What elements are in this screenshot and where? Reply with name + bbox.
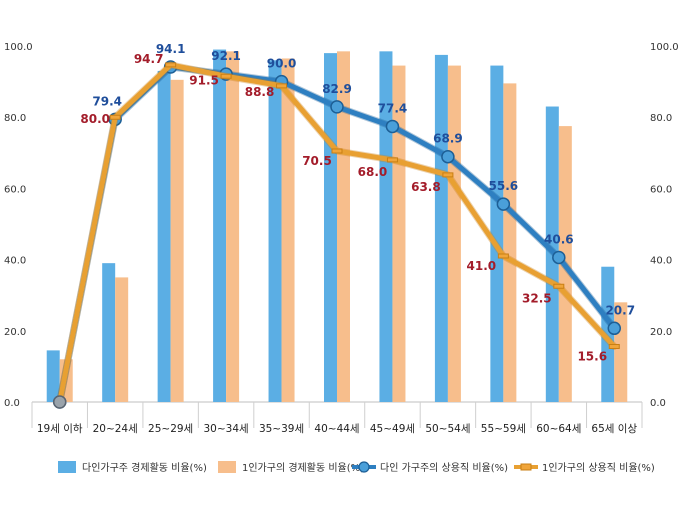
legend-label: 다인가구주 경제활동 비율(%) xyxy=(82,461,207,474)
x-tick-label: 30~34세 xyxy=(203,423,248,435)
marker-dash xyxy=(276,83,288,89)
origin-marker xyxy=(52,395,67,409)
bar-multi-person xyxy=(268,60,282,403)
data-label-single: 91.5 xyxy=(189,73,219,87)
bar-single-person xyxy=(281,58,295,403)
x-tick-label: 19세 이하 xyxy=(37,422,83,435)
data-label-multi-person: 79.4 xyxy=(92,94,122,108)
data-label-single: 32.5 xyxy=(522,291,552,305)
legend-label: 1인가구의 경제활동 비율(%) xyxy=(242,461,364,474)
data-label-multi-person: 77.4 xyxy=(378,101,408,115)
data-label-multi-person: 55.6 xyxy=(489,179,519,193)
data-label-single: 94.7 xyxy=(134,52,164,66)
data-label-single: 70.5 xyxy=(302,154,332,168)
x-tick-label: 65세 이상 xyxy=(591,423,637,435)
data-label-multi-person: 20.7 xyxy=(605,303,635,317)
legend-swatch-multi-person-bar xyxy=(58,461,76,473)
data-label-multi-person: 94.1 xyxy=(156,42,186,56)
y2-tick-label: 80.0 xyxy=(650,113,672,124)
y2-tick-label: 40.0 xyxy=(650,256,672,267)
lines xyxy=(52,60,622,409)
legend-marker-circle xyxy=(358,461,370,473)
x-tick-label: 50~54세 xyxy=(425,423,470,435)
bar-multi-person xyxy=(46,350,60,402)
bar-single-person xyxy=(503,83,517,402)
y2-tick-label: 100.0 xyxy=(650,42,679,53)
marker-dash xyxy=(109,114,121,120)
marker-circle xyxy=(607,321,622,336)
bar-multi-person xyxy=(157,70,171,403)
data-label-multi-person: 82.9 xyxy=(322,82,352,96)
bar-single-person xyxy=(115,277,129,402)
data-label-single: 41.0 xyxy=(467,259,497,273)
bar-multi-person xyxy=(213,49,227,403)
marker-circle xyxy=(496,197,511,211)
bar-multi-person xyxy=(601,266,615,402)
y2-tick-label: 0.0 xyxy=(650,398,666,409)
x-tick-label: 25~29세 xyxy=(148,423,193,435)
legend-label: 다인 가구주의 상용직 비율(%) xyxy=(380,462,508,474)
legend-label: 1인가구의 상용직 비율(%) xyxy=(542,462,655,474)
marker-circle xyxy=(385,119,400,134)
legend-marker-dash xyxy=(520,463,532,471)
marker-dash xyxy=(442,172,454,178)
x-tick-label: 60~64세 xyxy=(536,423,581,435)
bar-single-person xyxy=(170,79,184,402)
bar-multi-person xyxy=(434,54,448,403)
marker-dash xyxy=(220,73,232,79)
marker-dash xyxy=(386,157,398,163)
marker-circle xyxy=(441,149,455,164)
data-label-multi-person: 92.1 xyxy=(211,49,241,63)
bar-single-person xyxy=(337,51,350,403)
data-label-single: 80.0 xyxy=(80,112,110,126)
marker-dash xyxy=(497,253,509,259)
legend-swatch-single-bar xyxy=(218,461,236,473)
y-tick-label: 100.0 xyxy=(4,42,33,53)
x-tick-label: 20~24세 xyxy=(93,423,138,435)
y-tick-label: 40.0 xyxy=(4,256,26,267)
marker-dash xyxy=(553,283,565,289)
data-labels: 79.4 94.1 92.1 90.0 82.9 77.4 68.9 55.6 40.6 20.7… xyxy=(80,42,635,363)
data-label-multi-person: 40.6 xyxy=(544,232,574,246)
marker-dash xyxy=(165,62,177,68)
marker-circle xyxy=(330,100,344,114)
y-tick-label: 0.0 xyxy=(4,398,20,409)
x-tick-label: 40~44세 xyxy=(314,423,359,435)
bar-single-person xyxy=(392,65,406,402)
y-tick-label: 20.0 xyxy=(4,327,26,338)
y2-tick-label: 20.0 xyxy=(650,327,672,338)
bar-multi-person xyxy=(379,51,393,403)
data-label-multi-person: 90.0 xyxy=(267,57,297,71)
marker-dash xyxy=(608,343,620,349)
y2-tick-label: 60.0 xyxy=(650,184,672,195)
x-tick-label: 55~59세 xyxy=(481,423,526,435)
bar-single-person xyxy=(447,65,461,402)
x-tick-label: 35~39세 xyxy=(259,423,304,435)
marker-dash xyxy=(331,148,343,154)
data-label-single: 63.8 xyxy=(411,180,441,194)
x-tick-label: 45~49세 xyxy=(370,423,415,435)
y-tick-label: 60.0 xyxy=(4,184,26,195)
data-label-single: 88.8 xyxy=(245,85,275,99)
bar-multi-person xyxy=(102,263,116,402)
data-label-single: 15.6 xyxy=(577,349,607,363)
legend: 다인가구주 경제활동 비율(%) 1인가구의 경제활동 비율(%) 다인 가구주의 … xyxy=(58,461,655,474)
bar-single-person xyxy=(226,51,240,403)
data-label-single: 68.0 xyxy=(358,165,388,179)
marker-circle xyxy=(552,250,566,265)
data-label-multi-person: 68.9 xyxy=(433,132,463,146)
bar-multi-person xyxy=(490,65,504,402)
y-tick-label: 80.0 xyxy=(4,113,26,124)
